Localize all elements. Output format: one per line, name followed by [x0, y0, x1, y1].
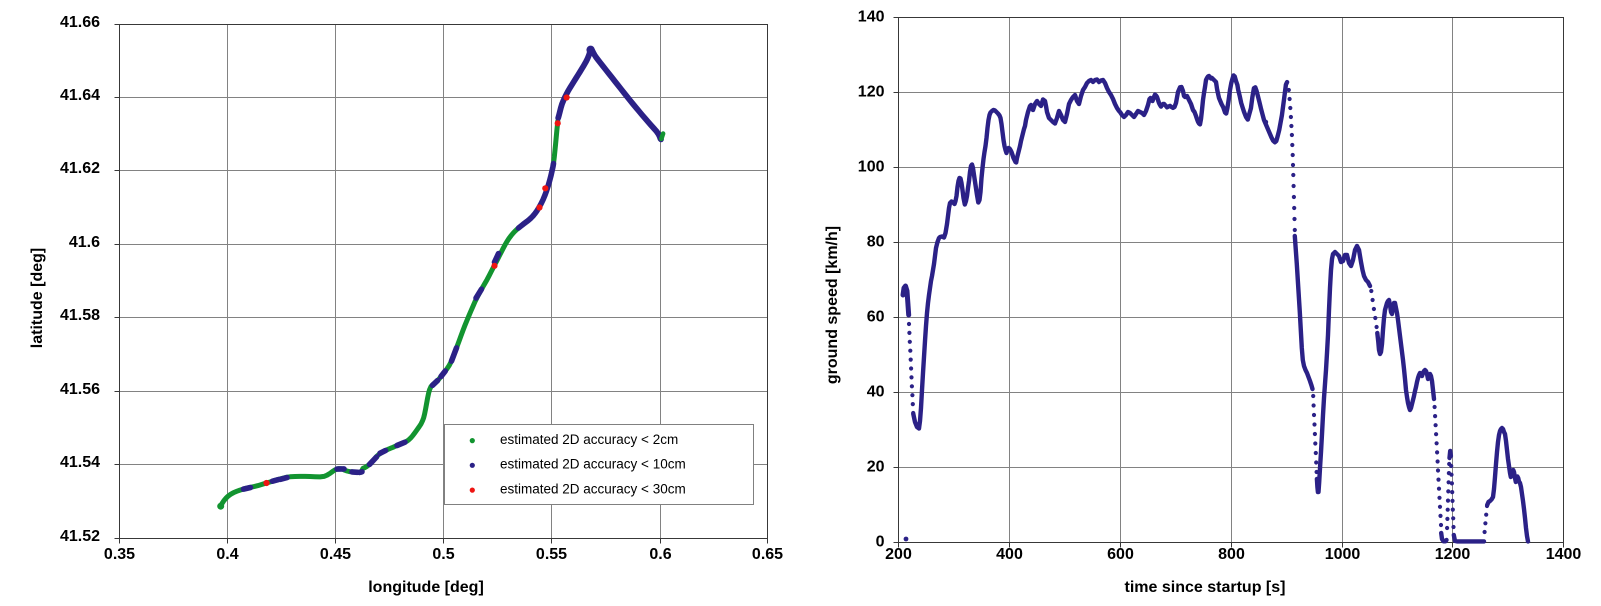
- svg-text:estimated 2D accuracy < 30cm: estimated 2D accuracy < 30cm: [500, 481, 686, 496]
- svg-text:1000: 1000: [1325, 546, 1361, 563]
- svg-text:41.62: 41.62: [60, 160, 100, 177]
- svg-text:41.6: 41.6: [69, 234, 100, 251]
- svg-text:ground speed [km/h]: ground speed [km/h]: [824, 226, 841, 384]
- svg-text:400: 400: [996, 546, 1023, 563]
- svg-text:80: 80: [867, 234, 885, 251]
- svg-text:0: 0: [876, 534, 885, 551]
- svg-text:41.56: 41.56: [60, 381, 100, 398]
- svg-text:41.52: 41.52: [60, 528, 100, 545]
- svg-text:200: 200: [885, 546, 912, 563]
- svg-text:41.54: 41.54: [60, 454, 100, 471]
- svg-text:0.45: 0.45: [320, 546, 351, 563]
- svg-text:1400: 1400: [1546, 546, 1582, 563]
- svg-text:41.58: 41.58: [60, 307, 100, 324]
- svg-text:600: 600: [1107, 546, 1134, 563]
- svg-text:40: 40: [867, 384, 885, 401]
- svg-text:120: 120: [858, 84, 885, 101]
- svg-text:100: 100: [858, 159, 885, 176]
- svg-text:time since startup [s]: time since startup [s]: [1125, 579, 1286, 596]
- svg-text:1200: 1200: [1435, 546, 1471, 563]
- svg-text:0.55: 0.55: [536, 546, 567, 563]
- svg-text:0.4: 0.4: [216, 546, 238, 563]
- svg-text:800: 800: [1218, 546, 1245, 563]
- svg-text:0.5: 0.5: [432, 546, 454, 563]
- svg-text:0.35: 0.35: [104, 546, 135, 563]
- svg-text:estimated 2D accuracy < 10cm: estimated 2D accuracy < 10cm: [500, 457, 686, 472]
- svg-text:latitude [deg]: latitude [deg]: [29, 248, 46, 348]
- svg-text:longitude [deg]: longitude [deg]: [368, 579, 484, 596]
- svg-text:estimated 2D accuracy < 2cm: estimated 2D accuracy < 2cm: [500, 432, 678, 447]
- svg-text:140: 140: [858, 9, 885, 26]
- svg-text:41.64: 41.64: [60, 87, 100, 104]
- svg-text:0.6: 0.6: [649, 546, 671, 563]
- svg-text:20: 20: [867, 459, 885, 476]
- svg-text:41.66: 41.66: [60, 14, 100, 31]
- svg-text:60: 60: [867, 309, 885, 326]
- svg-text:0.65: 0.65: [752, 546, 783, 563]
